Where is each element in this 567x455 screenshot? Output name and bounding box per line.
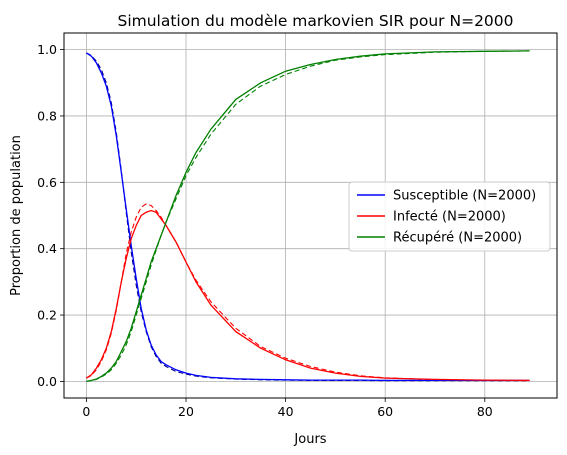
x-tick-label: 60 xyxy=(377,404,393,419)
legend-label-infected: Infecté (N=2000) xyxy=(393,210,506,225)
y-tick-label: 0.2 xyxy=(37,308,57,323)
x-tick-label: 20 xyxy=(178,404,194,419)
series-line-infected xyxy=(86,209,530,382)
series-line-susceptible xyxy=(86,52,530,382)
legend-label-susceptible: Susceptible (N=2000) xyxy=(393,189,536,204)
x-axis-label: Jours xyxy=(293,432,326,447)
y-tick-label: 0.8 xyxy=(37,108,57,123)
y-tick-label: 0.6 xyxy=(37,175,57,190)
x-tick-label: 40 xyxy=(278,404,294,419)
chart-title: Simulation du modèle markovien SIR pour … xyxy=(117,12,513,30)
y-tick-label: 1.0 xyxy=(37,42,57,57)
legend-box xyxy=(348,181,551,252)
x-tick-label: 80 xyxy=(477,404,493,419)
legend: Susceptible (N=2000) Infecté (N=2000) Récu… xyxy=(348,181,551,252)
y-tick-label: 0.4 xyxy=(37,241,57,256)
legend-label-recovered: Récupéré (N=2000) xyxy=(393,231,522,246)
y-tick-label: 0.0 xyxy=(37,374,57,389)
series-layer xyxy=(86,50,530,383)
ticks: 0 20 40 60 80 0.0 0.2 0.4 0.6 0.8 1.0 xyxy=(37,42,493,419)
plot-frame xyxy=(63,32,558,399)
y-axis-label: Proportion de population xyxy=(9,135,24,296)
series-line-recovered xyxy=(86,50,530,383)
x-tick-label: 0 xyxy=(82,404,90,419)
reference-line-0 xyxy=(86,52,530,382)
